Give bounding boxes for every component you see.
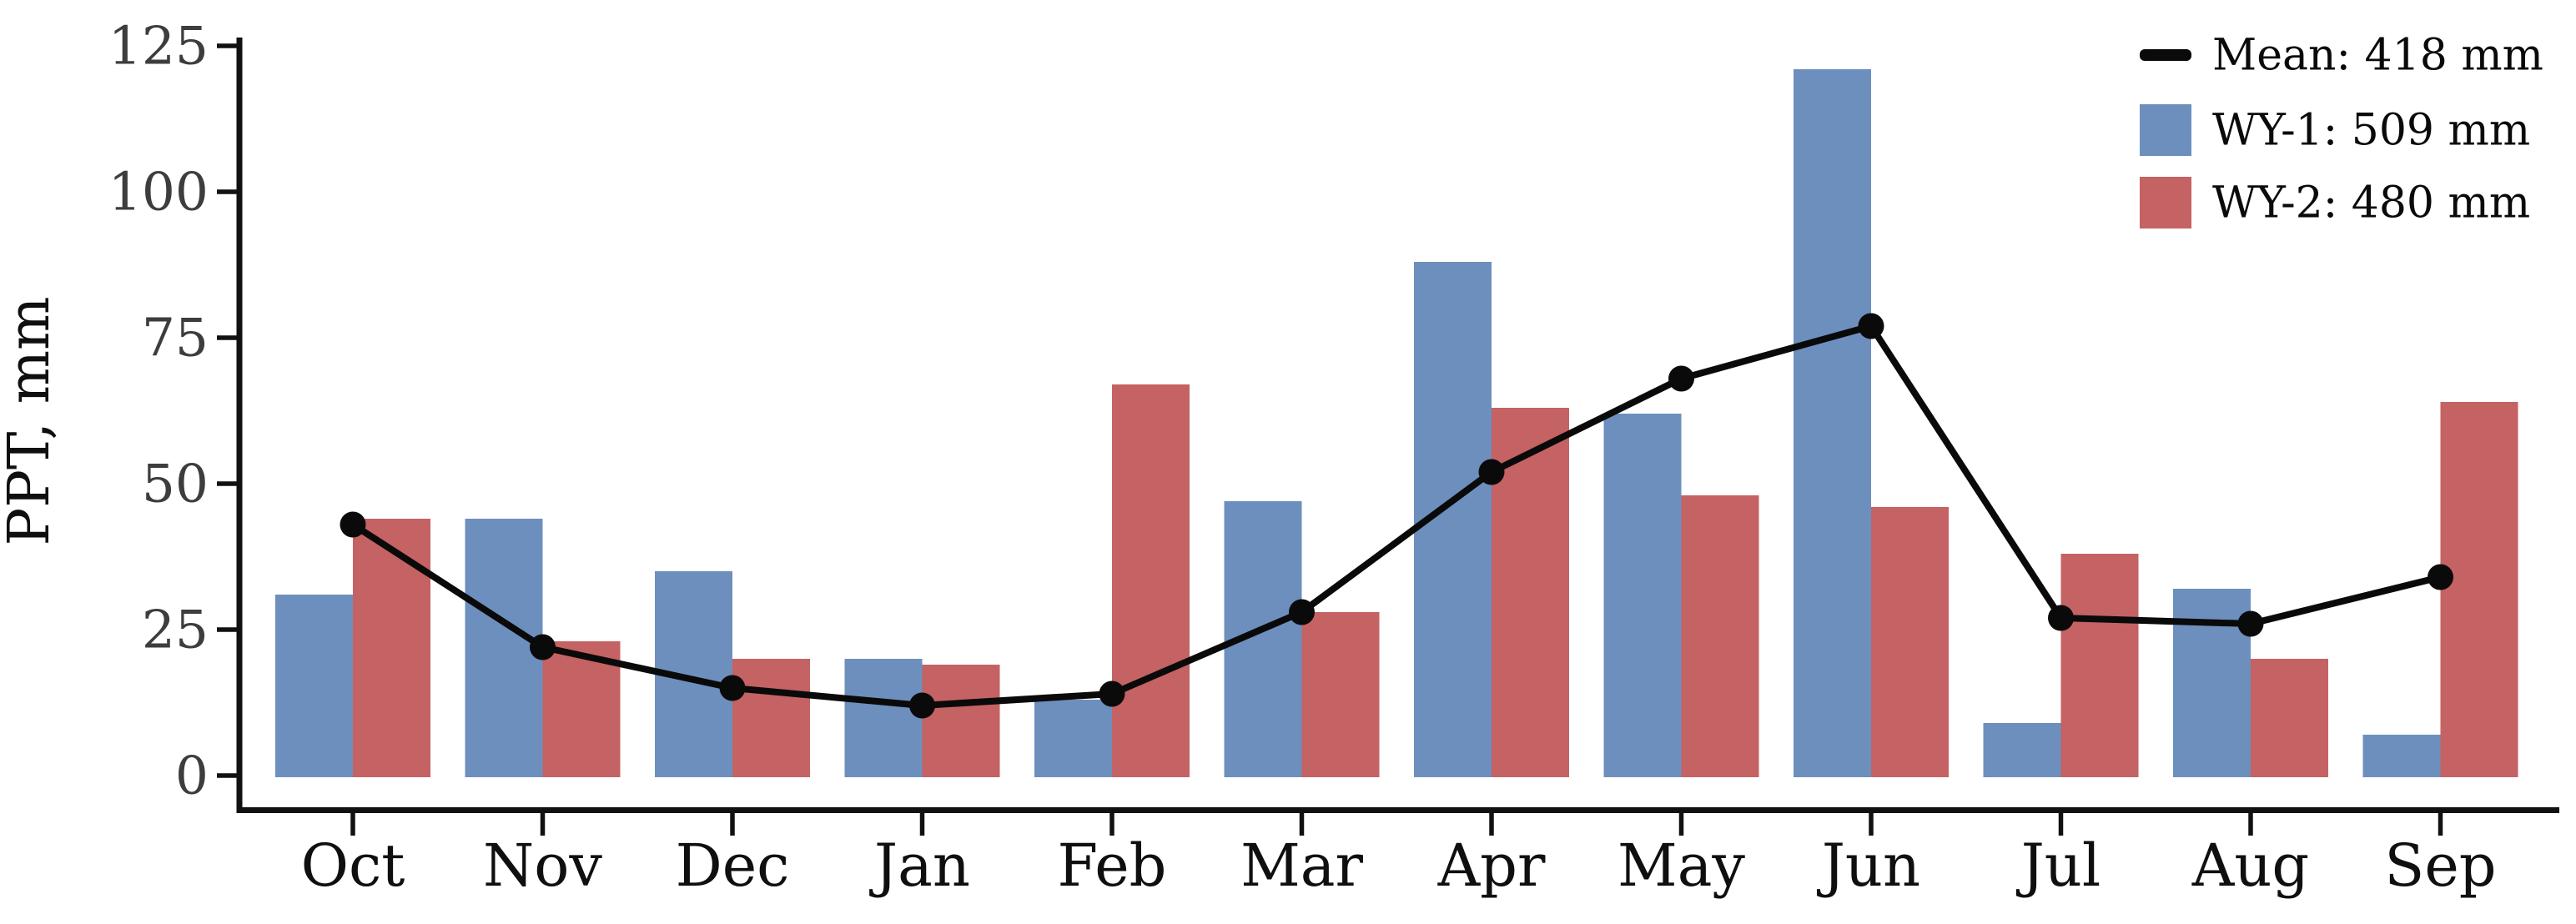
x-tick-label-mar: Mar: [1240, 831, 1363, 900]
mean-point-mar: [1289, 599, 1315, 625]
bar-wy-2-oct: [353, 519, 430, 777]
mean-point-dec: [719, 675, 746, 701]
bar-wy-2-aug: [2251, 659, 2328, 777]
bar-wy-2-sep: [2440, 402, 2518, 777]
mean-point-may: [1668, 365, 1694, 392]
bar-wy-1-sep: [2362, 735, 2441, 777]
bar-wy-1-oct: [275, 595, 353, 777]
legend-symbol-mean-line: [2140, 49, 2191, 61]
bar-wy-1-jan: [844, 659, 923, 777]
x-tick-label-feb: Feb: [1058, 831, 1167, 900]
mean-point-nov: [530, 634, 556, 660]
mean-point-jan: [909, 692, 935, 719]
legend-symbol-wy-1-swatch: [2140, 104, 2191, 156]
mean-point-feb: [1099, 680, 1125, 707]
y-tick-label-0: 0: [175, 745, 209, 806]
bar-wy-2-dec: [732, 659, 810, 777]
x-tick-label-may: May: [1618, 831, 1745, 900]
y-tick-label-50: 50: [142, 453, 209, 514]
legend-label-wy-1: WY-1: 509 mm: [2212, 106, 2530, 156]
x-tick-label-jun: Jun: [1817, 831, 1920, 900]
y-tick-label-25: 25: [142, 599, 209, 660]
bar-wy-1-nov: [465, 519, 543, 777]
legend-label-wy-2: WY-2: 480 mm: [2212, 178, 2530, 228]
bar-wy-1-jun: [1794, 69, 1871, 777]
legend-label-mean: Mean: 418 mm: [2212, 31, 2543, 81]
y-tick-label-75: 75: [142, 307, 209, 368]
mean-point-sep: [2428, 564, 2453, 590]
bar-wy-2-jun: [1871, 507, 1949, 777]
mean-line: [350, 323, 2444, 709]
mean-point-jul: [2048, 605, 2074, 631]
bar-wy-1-may: [1603, 414, 1682, 777]
y-tick-label-100: 100: [108, 161, 209, 222]
x-tick-label-apr: Apr: [1437, 831, 1546, 900]
mean-point-oct: [340, 511, 366, 538]
mean-point-aug: [2237, 610, 2264, 637]
bar-wy-2-feb: [1112, 384, 1190, 777]
bar-wy-2-may: [1681, 495, 1759, 777]
bar-wy-2-mar: [1301, 612, 1380, 777]
bar-wy-2-apr: [1492, 408, 1569, 777]
y-axis-title: PPT, mm: [0, 296, 63, 545]
x-tick-label-jan: Jan: [869, 831, 970, 900]
x-tick-label-jul: Jul: [2016, 831, 2101, 900]
bar-wy-1-jul: [1983, 723, 2061, 777]
mean-point-jun: [1858, 313, 1884, 339]
bar-wy-2-jul: [2060, 554, 2139, 777]
x-tick-label-oct: Oct: [301, 831, 405, 900]
bar-wy-1-aug: [2173, 589, 2251, 777]
x-tick-label-sep: Sep: [2384, 831, 2496, 900]
x-tick-label-nov: Nov: [483, 831, 602, 900]
legend-symbol-wy-2-swatch: [2140, 177, 2191, 228]
mean-point-apr: [1478, 459, 1505, 485]
x-tick-label-dec: Dec: [676, 831, 790, 900]
bar-wy-2-jan: [922, 665, 1000, 777]
y-tick-label-125: 125: [108, 15, 209, 76]
bar-wy-1-feb: [1034, 700, 1112, 777]
x-tick-label-aug: Aug: [2191, 831, 2309, 900]
